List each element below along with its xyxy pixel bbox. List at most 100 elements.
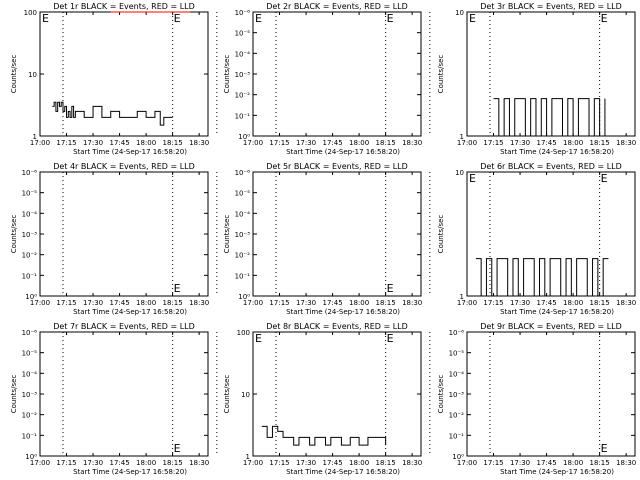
y-tick-label: 1 — [460, 133, 464, 141]
x-tick-label: 18:30 — [189, 459, 209, 467]
x-axis-label: Start Time (24-Sep-17 16:58:20) — [500, 468, 614, 476]
panel-det-8r: Det 8r BLACK = Events, RED = LLD Counts/s… — [223, 322, 431, 476]
x-tick-label: 17:15 — [56, 459, 76, 467]
plot-frame — [466, 171, 636, 297]
y-tick-label: 10⁻⁵ — [22, 350, 38, 358]
x-tick-label: 18:15 — [590, 139, 610, 147]
plot-frame — [39, 171, 209, 297]
series-events-line — [261, 425, 387, 446]
x-tick-label: 18:15 — [163, 299, 183, 307]
panel-title: Det 2r BLACK = Events, RED = LLD — [266, 2, 408, 11]
y-tick-label: 10⁻² — [22, 412, 38, 420]
x-tick-label: 17:45 — [109, 459, 129, 467]
y-tick-label: 10⁻² — [449, 412, 465, 420]
e-marker: E — [42, 12, 49, 25]
x-tick-label: 17:45 — [109, 139, 129, 147]
x-tick-label: 18:00 — [349, 299, 369, 307]
x-tick-label: 18:30 — [616, 139, 636, 147]
x-tick-label: 17:15 — [269, 459, 289, 467]
y-tick-label: 10⁰ — [25, 453, 37, 461]
y-tick-label: 10⁻⁵ — [22, 190, 38, 198]
x-tick-label: 17:00 — [30, 459, 50, 467]
y-tick-label: 100 — [237, 329, 250, 337]
series-events-line — [52, 101, 173, 126]
y-tick-label: 10⁻¹ — [235, 112, 251, 120]
x-tick-label: 17:30 — [296, 459, 316, 467]
x-tick-label: 18:15 — [376, 299, 396, 307]
panel-title: Det 6r BLACK = Events, RED = LLD — [480, 162, 622, 171]
y-axis-label: Counts/sec — [437, 215, 445, 254]
y-tick-label: 10⁻⁶ — [449, 329, 465, 337]
x-tick-label: 18:30 — [402, 139, 422, 147]
x-tick-label: 17:00 — [30, 139, 50, 147]
x-tick-label: 17:30 — [510, 299, 530, 307]
x-tick-label: 18:30 — [189, 299, 209, 307]
x-tick-label: 18:15 — [590, 299, 610, 307]
x-tick-label: 18:00 — [349, 459, 369, 467]
x-tick-label: 17:15 — [269, 299, 289, 307]
x-axis-label: Start Time (24-Sep-17 16:58:20) — [73, 308, 187, 316]
e-marker: E — [469, 12, 476, 25]
x-tick-label: 17:45 — [322, 459, 342, 467]
x-tick-label: 18:15 — [163, 139, 183, 147]
e-marker: E — [387, 332, 394, 345]
x-tick-label: 18:00 — [563, 139, 583, 147]
y-tick-label: 10⁻² — [235, 92, 251, 100]
x-tick-label: 18:30 — [616, 459, 636, 467]
series-events-line — [493, 98, 606, 137]
panel-title: Det 9r BLACK = Events, RED = LLD — [480, 322, 622, 331]
y-tick-label: 10⁻³ — [235, 231, 251, 239]
panel-det-7r: Det 7r BLACK = Events, RED = LLD Counts/s… — [10, 322, 218, 476]
x-tick-label: 17:15 — [56, 299, 76, 307]
y-tick-label: 10⁻⁶ — [235, 169, 251, 177]
y-tick-label: 10⁻³ — [449, 391, 465, 399]
y-tick-label: 10⁰ — [238, 293, 250, 301]
x-tick-label: 18:15 — [163, 459, 183, 467]
plot-frame — [466, 11, 636, 137]
x-axis-label: Start Time (24-Sep-17 16:58:20) — [500, 148, 614, 156]
y-axis-label: Counts/sec — [437, 55, 445, 94]
x-tick-label: 17:00 — [243, 459, 263, 467]
x-tick-label: 17:00 — [30, 299, 50, 307]
y-tick-label: 10⁻⁵ — [235, 30, 251, 38]
y-tick-label: 10⁻³ — [22, 391, 38, 399]
x-tick-label: 18:30 — [189, 139, 209, 147]
x-axis-label: Start Time (24-Sep-17 16:58:20) — [73, 148, 187, 156]
x-tick-label: 17:00 — [457, 139, 477, 147]
x-tick-label: 17:45 — [536, 299, 556, 307]
panel-title: Det 3r BLACK = Events, RED = LLD — [480, 2, 622, 11]
y-tick-label: 10⁻⁴ — [235, 50, 251, 58]
e-marker: E — [387, 12, 394, 25]
x-tick-label: 17:15 — [483, 299, 503, 307]
e-marker: E — [469, 172, 476, 185]
e-marker: E — [174, 442, 181, 455]
plot-frame — [252, 171, 422, 297]
panel-det-2r: Det 2r BLACK = Events, RED = LLD Counts/s… — [223, 2, 431, 156]
panel-title: Det 1r BLACK = Events, RED = LLD — [53, 2, 195, 11]
x-tick-label: 17:30 — [296, 139, 316, 147]
y-tick-label: 10⁻⁴ — [22, 210, 38, 218]
e-marker: E — [255, 12, 262, 25]
x-tick-label: 18:15 — [590, 459, 610, 467]
x-tick-label: 18:00 — [136, 299, 156, 307]
x-tick-label: 17:45 — [109, 299, 129, 307]
x-tick-label: 18:00 — [136, 459, 156, 467]
panel-title: Det 8r BLACK = Events, RED = LLD — [266, 322, 408, 331]
y-tick-label: 10⁰ — [452, 453, 464, 461]
x-tick-label: 17:45 — [536, 459, 556, 467]
y-tick-label: 10⁻⁵ — [449, 350, 465, 358]
x-tick-label: 17:30 — [296, 299, 316, 307]
y-tick-label: 10⁻⁶ — [235, 9, 251, 17]
panel-title: Det 4r BLACK = Events, RED = LLD — [53, 162, 195, 171]
x-tick-label: 17:00 — [457, 299, 477, 307]
y-tick-label: 10 — [28, 71, 37, 79]
x-tick-label: 18:30 — [402, 299, 422, 307]
x-tick-label: 17:30 — [83, 299, 103, 307]
panel-title: Det 7r BLACK = Events, RED = LLD — [53, 322, 195, 331]
y-tick-label: 10 — [455, 169, 464, 177]
x-tick-label: 18:30 — [402, 459, 422, 467]
y-tick-label: 10⁻³ — [235, 71, 251, 79]
panel-det-1r: Det 1r BLACK = Events, RED = LLD Counts/s… — [10, 2, 218, 156]
y-tick-label: 1 — [33, 133, 37, 141]
